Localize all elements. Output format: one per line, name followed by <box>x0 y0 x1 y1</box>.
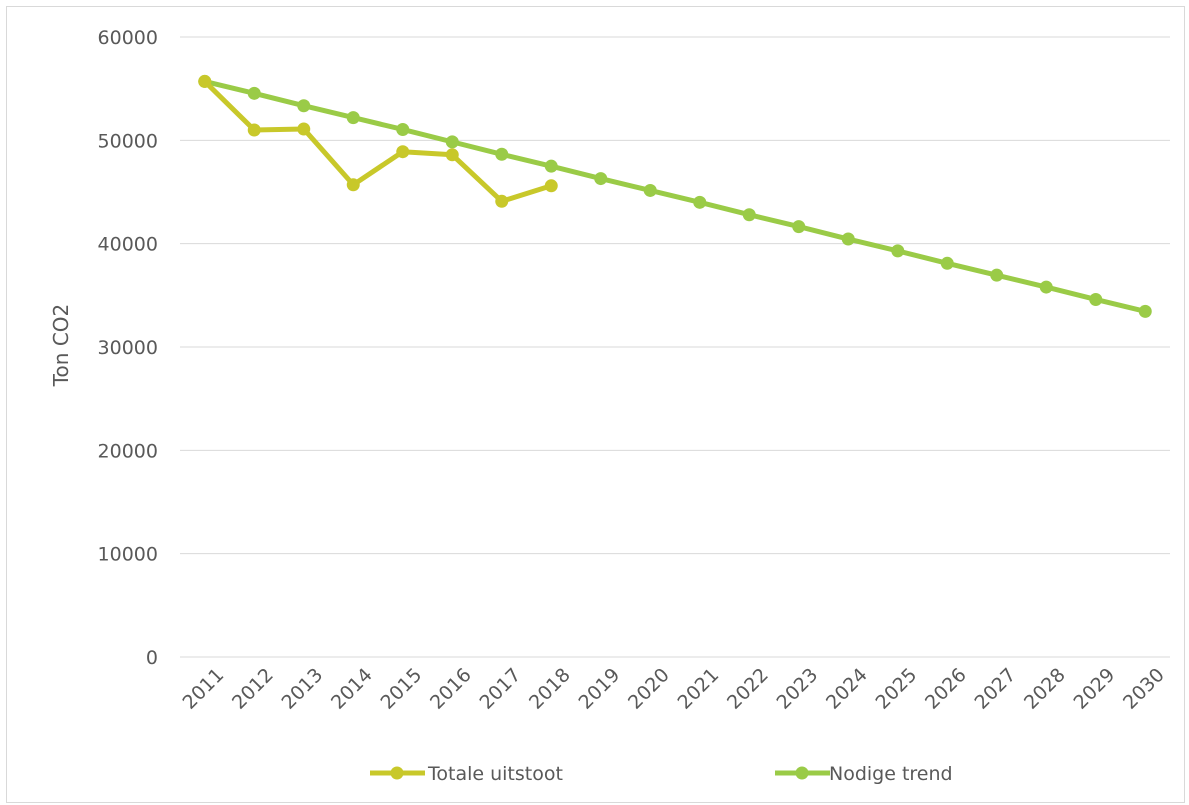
data-point <box>396 145 410 159</box>
y-tick-label: 10000 <box>98 544 158 566</box>
series-line <box>202 78 1148 314</box>
y-tick-label: 20000 <box>98 440 158 462</box>
x-tick-label: 2023 <box>773 664 823 714</box>
x-tick-label: 2024 <box>822 664 872 714</box>
chart-frame <box>6 6 1185 803</box>
data-point <box>346 178 360 192</box>
legend-item: Totale uitstoot <box>370 763 563 785</box>
x-tick-label: 2015 <box>377 664 427 714</box>
series-lines <box>198 74 1152 318</box>
x-tick-label: 2014 <box>327 664 377 714</box>
data-point <box>297 99 311 113</box>
data-point <box>297 122 311 136</box>
x-tick-label: 2018 <box>525 664 575 714</box>
data-point <box>544 179 558 193</box>
y-axis-title: Ton CO2 <box>49 304 73 388</box>
x-tick-label: 2030 <box>1119 664 1169 714</box>
data-point <box>990 268 1004 282</box>
data-point <box>495 194 509 208</box>
data-point <box>841 232 855 246</box>
data-point <box>198 74 212 88</box>
x-tick-label: 2026 <box>921 664 971 714</box>
x-tick-label: 2028 <box>1020 664 1070 714</box>
data-point <box>544 159 558 173</box>
series-1 <box>198 74 1152 318</box>
x-tick-label: 2011 <box>179 664 229 714</box>
data-point <box>396 122 410 136</box>
legend: Totale uitstoot Nodige trend <box>370 763 953 785</box>
data-point <box>1039 280 1053 294</box>
x-tick-label: 2025 <box>872 664 922 714</box>
data-point <box>643 183 657 197</box>
series-0 <box>198 74 558 208</box>
data-point <box>891 244 905 258</box>
x-axis-tick-labels: 2011 2012 2013 2014 2015 2016 2017 2018 2019 2020… <box>179 664 1169 714</box>
x-tick-label: 2029 <box>1070 664 1120 714</box>
y-tick-label: 50000 <box>98 130 158 152</box>
data-point <box>247 86 261 100</box>
x-tick-label: 2027 <box>971 664 1021 714</box>
x-tick-label: 2019 <box>575 664 625 714</box>
legend-label: Nodige trend <box>829 763 953 785</box>
x-tick-label: 2016 <box>426 664 476 714</box>
data-point <box>346 111 360 125</box>
x-tick-label: 2017 <box>476 664 526 714</box>
series-line <box>202 78 554 204</box>
y-tick-label: 0 <box>146 647 158 669</box>
y-tick-label: 30000 <box>98 337 158 359</box>
data-point <box>1089 292 1103 306</box>
legend-swatch-marker <box>390 766 404 780</box>
legend-swatch-marker <box>795 766 809 780</box>
x-tick-label: 2020 <box>624 664 674 714</box>
data-point <box>693 195 707 209</box>
data-point <box>1138 304 1152 318</box>
y-axis-tick-labels: 0 10000 20000 30000 40000 50000 60000 <box>98 27 158 669</box>
x-tick-label: 2021 <box>674 664 724 714</box>
data-point <box>792 220 806 234</box>
x-tick-label: 2013 <box>278 664 328 714</box>
data-point <box>445 135 459 149</box>
data-point <box>594 172 608 186</box>
data-point <box>742 208 756 222</box>
data-point <box>940 256 954 270</box>
data-point <box>445 148 459 162</box>
data-point <box>247 123 261 137</box>
x-tick-label: 2022 <box>723 664 773 714</box>
legend-item: Nodige trend <box>775 763 953 785</box>
y-tick-label: 60000 <box>98 27 158 49</box>
x-tick-label: 2012 <box>228 664 278 714</box>
data-point <box>495 147 509 161</box>
y-tick-label: 40000 <box>98 234 158 256</box>
legend-label: Totale uitstoot <box>427 763 563 785</box>
gridlines <box>180 36 1170 658</box>
